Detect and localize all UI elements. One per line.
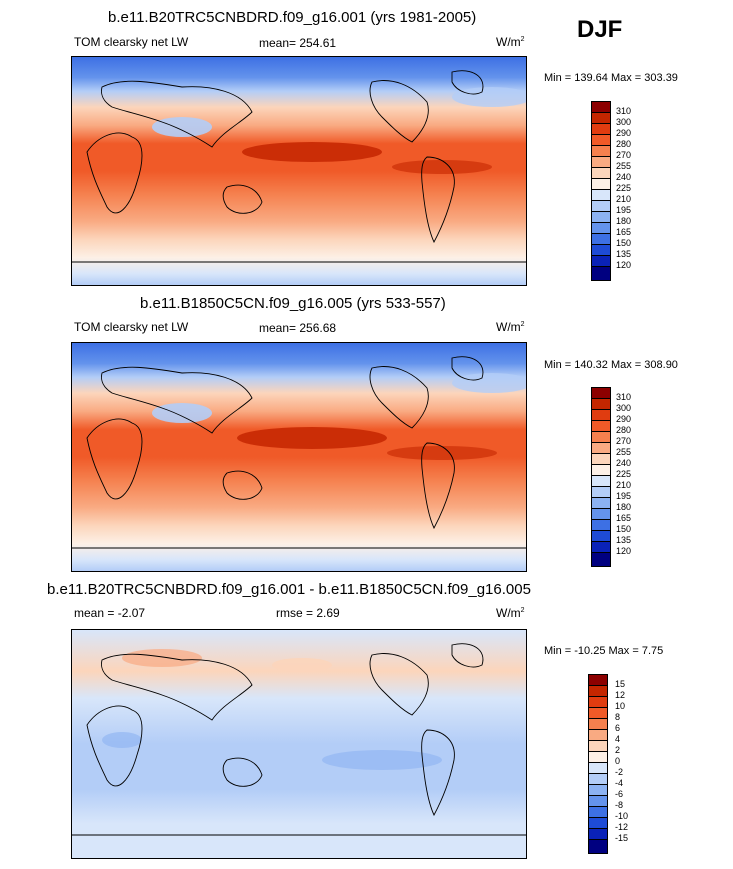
- panel1-colorbar-label: 165: [616, 227, 632, 237]
- panel3-colorbar-label: -6: [615, 789, 624, 799]
- panel1-colorbar: 310 300 290 280 270 255 240 225 210 195 …: [591, 101, 631, 281]
- panel2-colorbar-label: 225: [616, 469, 632, 479]
- panel2-colorbar: 310 300 290 280 270 255 240 225 210 195 …: [591, 387, 631, 567]
- panel2-units-label: W/m2: [496, 320, 525, 334]
- panel2-colorbar-label: 290: [616, 414, 632, 424]
- panel2-map-plot: [72, 343, 526, 571]
- panel1-units-label: W/m2: [496, 35, 525, 49]
- panel3-colorbar-label: 12: [615, 690, 626, 700]
- panel1-colorbar-label: 240: [616, 172, 632, 182]
- panel1-colorbar-label: 225: [616, 183, 632, 193]
- panel2-colorbar-label: 300: [616, 403, 632, 413]
- panel1-title: b.e11.B20TRC5CNBDRD.f09_g16.001 (yrs 198…: [108, 9, 477, 26]
- panel1-map-plot: [72, 57, 526, 285]
- panel2-colorbar-swatch: [591, 552, 611, 567]
- panel2-minmax: Min = 140.32 Max = 308.90: [544, 359, 678, 371]
- panel3-map-plot: [72, 630, 526, 858]
- panel1-colorbar-label: 270: [616, 150, 632, 160]
- panel3-map: [71, 629, 527, 859]
- panel1-colorbar-label: 180: [616, 216, 632, 226]
- panel3-units-label: W/m2: [496, 606, 525, 620]
- season-label: DJF: [577, 16, 623, 43]
- panel2-variable-label: TOM clearsky net LW: [74, 320, 189, 334]
- panel2-colorbar-label: 240: [616, 458, 632, 468]
- panel3-colorbar-label: 15: [615, 679, 626, 689]
- panel1-colorbar-label: 150: [616, 238, 632, 248]
- panel1-variable-label: TOM clearsky net LW: [74, 35, 189, 49]
- panel3-rmse-label: rmse = 2.69: [276, 606, 340, 620]
- panel3-colorbar-label: -10: [615, 811, 629, 821]
- panel1-mean-label: mean= 254.61: [259, 36, 337, 50]
- panel1-minmax: Min = 139.64 Max = 303.39: [544, 72, 678, 84]
- panel3-colorbar-swatch: [588, 839, 608, 854]
- panel1-colorbar-label: 120: [616, 260, 632, 270]
- panel1-colorbar-label: 300: [616, 117, 632, 127]
- panel2-colorbar-label: 150: [616, 524, 632, 534]
- panel3-colorbar-label: 2: [615, 745, 621, 755]
- panel2-colorbar-label: 255: [616, 447, 632, 457]
- panel1-colorbar-swatch: [591, 266, 611, 281]
- panel3-colorbar-label: -2: [615, 767, 624, 777]
- panel3-colorbar: 15 12 10 8 6 4 2 0 -2 -4 -6 -8 -10 -12 -…: [588, 674, 628, 854]
- panel2-map: [71, 342, 527, 572]
- panel2-colorbar-label: 280: [616, 425, 632, 435]
- panel2-title: b.e11.B1850C5CN.f09_g16.005 (yrs 533-557…: [140, 295, 446, 312]
- panel1-colorbar-label: 290: [616, 128, 632, 138]
- panel2-colorbar-label: 210: [616, 480, 632, 490]
- panel2-colorbar-label: 135: [616, 535, 632, 545]
- panel3-title: b.e11.B20TRC5CNBDRD.f09_g16.001 - b.e11.…: [47, 581, 531, 598]
- panel1-colorbar-label: 195: [616, 205, 632, 215]
- panel2-colorbar-label: 270: [616, 436, 632, 446]
- panel2-colorbar-label: 195: [616, 491, 632, 501]
- panel1-colorbar-label: 280: [616, 139, 632, 149]
- panel3-colorbar-label: -12: [615, 822, 629, 832]
- panel1-colorbar-label: 255: [616, 161, 632, 171]
- panel3-colorbar-label: -4: [615, 778, 624, 788]
- panel3-colorbar-label: 8: [615, 712, 621, 722]
- panel3-colorbar-label: -15: [615, 833, 629, 843]
- panel2-colorbar-label: 180: [616, 502, 632, 512]
- panel3-mean-label: mean = -2.07: [74, 606, 146, 620]
- panel1-colorbar-label: 135: [616, 249, 632, 259]
- panel3-colorbar-label: 4: [615, 734, 621, 744]
- panel2-mean-label: mean= 256.68: [259, 321, 337, 335]
- panel3-colorbar-label: 6: [615, 723, 621, 733]
- panel2-colorbar-label: 165: [616, 513, 632, 523]
- panel1-map: [71, 56, 527, 286]
- panel2-colorbar-label: 310: [616, 392, 632, 402]
- panel3-colorbar-label: 10: [615, 701, 626, 711]
- panel1-colorbar-label: 210: [616, 194, 632, 204]
- panel2-colorbar-label: 120: [616, 546, 632, 556]
- panel3-colorbar-label: 0: [615, 756, 621, 766]
- panel3-colorbar-label: -8: [615, 800, 624, 810]
- panel3-minmax: Min = -10.25 Max = 7.75: [544, 645, 664, 657]
- panel1-colorbar-label: 310: [616, 106, 632, 116]
